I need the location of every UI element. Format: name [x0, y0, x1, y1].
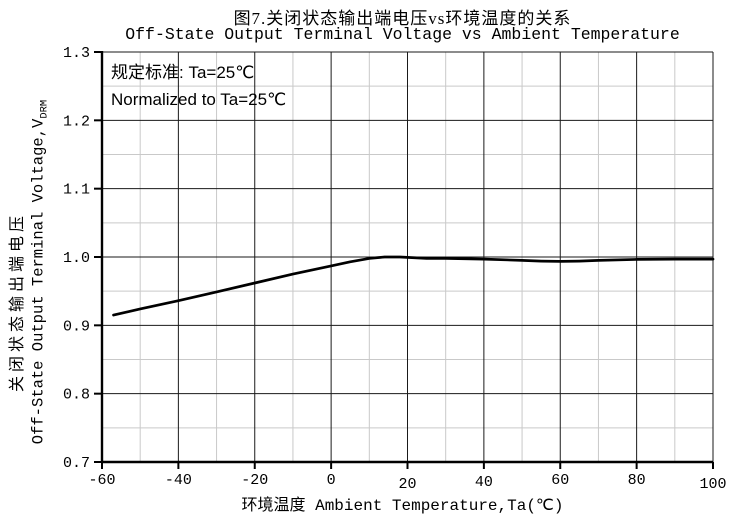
x-tick-label: 40	[475, 474, 493, 491]
y-tick-label: 1.3	[63, 45, 90, 62]
figure-title-en: Off-State Output Terminal Voltage vs Amb…	[125, 25, 680, 44]
y-tick-label: 1.0	[63, 250, 90, 267]
y-tick-label: 1.2	[63, 113, 90, 130]
figure-title-cn: 图7.关闭状态输出端电压vs环境温度的关系	[233, 9, 572, 28]
y-tick-label: 1.1	[63, 182, 90, 199]
y-tick-label: 0.7	[63, 455, 90, 472]
x-tick-label: -20	[241, 472, 268, 489]
x-tick-label: 0	[327, 472, 336, 489]
x-tick-label: 60	[551, 472, 569, 489]
x-tick-label: 100	[699, 476, 726, 493]
x-tick-label: 80	[628, 472, 646, 489]
y-tick-label: 0.9	[63, 318, 90, 335]
x-tick-label: -60	[88, 472, 115, 489]
annotation-line-1: 规定标准: Ta=25℃	[111, 63, 255, 82]
annotation-line-2: Normalized to Ta=25℃	[111, 90, 287, 109]
x-axis-title: 环境温度 Ambient Temperature,Ta(℃)	[241, 497, 564, 515]
annotation-box: 规定标准: Ta=25℃ Normalized to Ta=25℃	[111, 59, 286, 113]
data-curve	[112, 255, 715, 317]
x-tick-label: -40	[165, 472, 192, 489]
y-tick-label: 0.8	[63, 387, 90, 404]
x-tick-label: 20	[398, 476, 416, 493]
